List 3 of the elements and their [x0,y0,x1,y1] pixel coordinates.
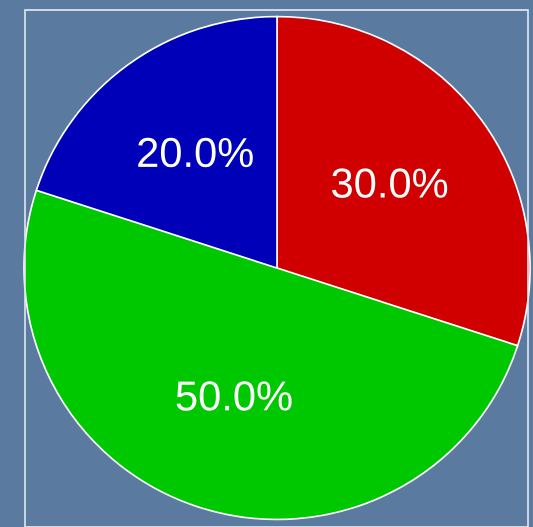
data-label: 50.0% [176,381,292,411]
data-label: 20.0% [138,138,253,168]
data-label: 30.0% [332,168,448,198]
